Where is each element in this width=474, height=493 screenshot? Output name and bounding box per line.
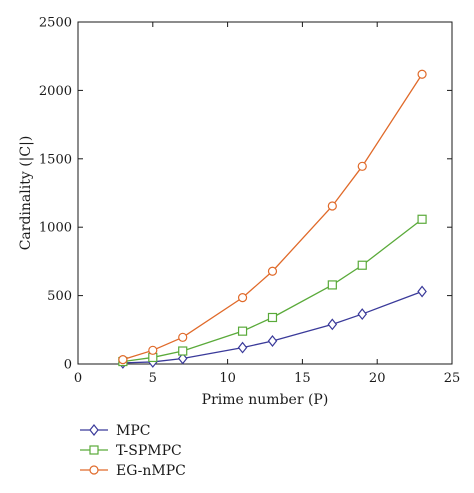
y-tick-label-0: 0 (64, 358, 72, 373)
legend: MPC T-SPMPC EG-nMPC (80, 423, 186, 479)
legend-swatch-marker (89, 424, 99, 436)
y-tick-label-2: 1000 (39, 221, 72, 236)
y-axis-label: Cardinality (|C|) (18, 136, 34, 251)
axes-ticks: 0 5 10 15 20 25 0 500 1000 1500 2000 2500 (39, 16, 460, 387)
data-point-eg-nmpc-1 (148, 345, 158, 355)
y-tick-label-4: 2000 (39, 84, 72, 99)
series-eg-nmpc (118, 69, 427, 365)
series-line-eg-nmpc (122, 73, 423, 361)
legend-label: MPC (116, 423, 150, 439)
data-point-mpc-2 (177, 352, 188, 365)
legend-item-eg-nmpc: EG-nMPC (80, 463, 186, 479)
data-point-t-spmpc-7 (417, 214, 427, 224)
data-point-mpc-6 (357, 308, 368, 321)
series-line-t-spmpc (122, 218, 423, 363)
y-tick-label-3: 1500 (39, 152, 72, 167)
x-axis-label: Prime number (P) (202, 392, 329, 408)
data-point-t-spmpc-2 (178, 346, 188, 356)
y-tick-label-1: 500 (47, 289, 72, 304)
data-point-t-spmpc-3 (237, 326, 248, 336)
data-point-mpc-5 (327, 318, 338, 331)
legend-swatch-marker (89, 445, 99, 455)
data-point-mpc-3 (237, 341, 248, 354)
series-mpc (118, 285, 427, 369)
x-tick-label-1: 5 (149, 371, 157, 386)
legend-item-mpc: MPC (80, 423, 150, 439)
x-tick-label-3: 15 (294, 371, 311, 386)
data-point-mpc-4 (267, 335, 278, 347)
y-tick-label-5: 2500 (39, 16, 72, 31)
x-tick-label-0: 0 (74, 371, 82, 386)
legend-label: T-SPMPC (116, 443, 182, 459)
x-tick-label-4: 20 (369, 371, 386, 386)
data-point-t-spmpc-4 (267, 312, 278, 323)
data-point-eg-nmpc-5 (327, 201, 337, 211)
data-point-eg-nmpc-6 (357, 161, 367, 171)
data-point-eg-nmpc-7 (417, 69, 427, 79)
data-point-t-spmpc-6 (357, 260, 367, 270)
data-point-t-spmpc-5 (327, 280, 337, 290)
data-point-mpc-7 (417, 285, 427, 298)
x-tick-label-5: 25 (444, 371, 461, 386)
legend-label: EG-nMPC (116, 463, 186, 479)
data-point-eg-nmpc-2 (178, 332, 188, 342)
series-lines (118, 69, 427, 369)
series-line-mpc (122, 290, 423, 364)
data-point-eg-nmpc-4 (267, 266, 278, 276)
data-point-eg-nmpc-0 (118, 355, 128, 365)
legend-swatch-marker (89, 465, 99, 475)
data-point-eg-nmpc-3 (237, 293, 248, 303)
x-tick-label-2: 10 (219, 371, 236, 386)
plot-frame (77, 21, 453, 365)
legend-item-t-spmpc: T-SPMPC (80, 443, 182, 459)
